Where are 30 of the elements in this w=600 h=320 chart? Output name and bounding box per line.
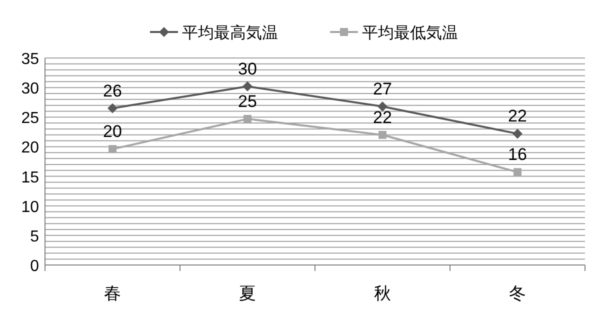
data-label: 22 [373,108,392,127]
data-label: 30 [238,59,257,78]
point [244,114,252,123]
legend-label: 平均最高気温 [182,24,278,42]
x-tick-label: 冬 [509,284,526,303]
y-tick-label: 5 [30,228,40,246]
data-label: 16 [508,145,527,164]
data-label: 22 [508,106,527,126]
point [378,130,386,139]
data-label: 27 [373,79,392,98]
legend-label: 平均最低気温 [362,25,458,42]
point [242,81,252,92]
y-tick-label: 25 [21,110,40,128]
y-tick-label: 20 [21,140,40,157]
x-tick-label: 春 [104,284,121,303]
x-tick-label: 夏 [239,284,256,303]
y-tick-label: 30 [21,80,40,98]
point [108,145,116,154]
data-label: 20 [103,122,122,142]
point [512,128,522,139]
y-tick-label: 35 [21,51,40,68]
y-tick-label: 0 [30,258,40,275]
point [378,101,388,112]
data-label: 26 [103,81,122,100]
point [108,103,118,114]
x-tick-label: 秋 [374,284,391,303]
y-tick-label: 15 [21,169,40,186]
data-label: 25 [238,92,257,111]
point [514,168,522,176]
y-tick-label: 10 [21,198,40,216]
